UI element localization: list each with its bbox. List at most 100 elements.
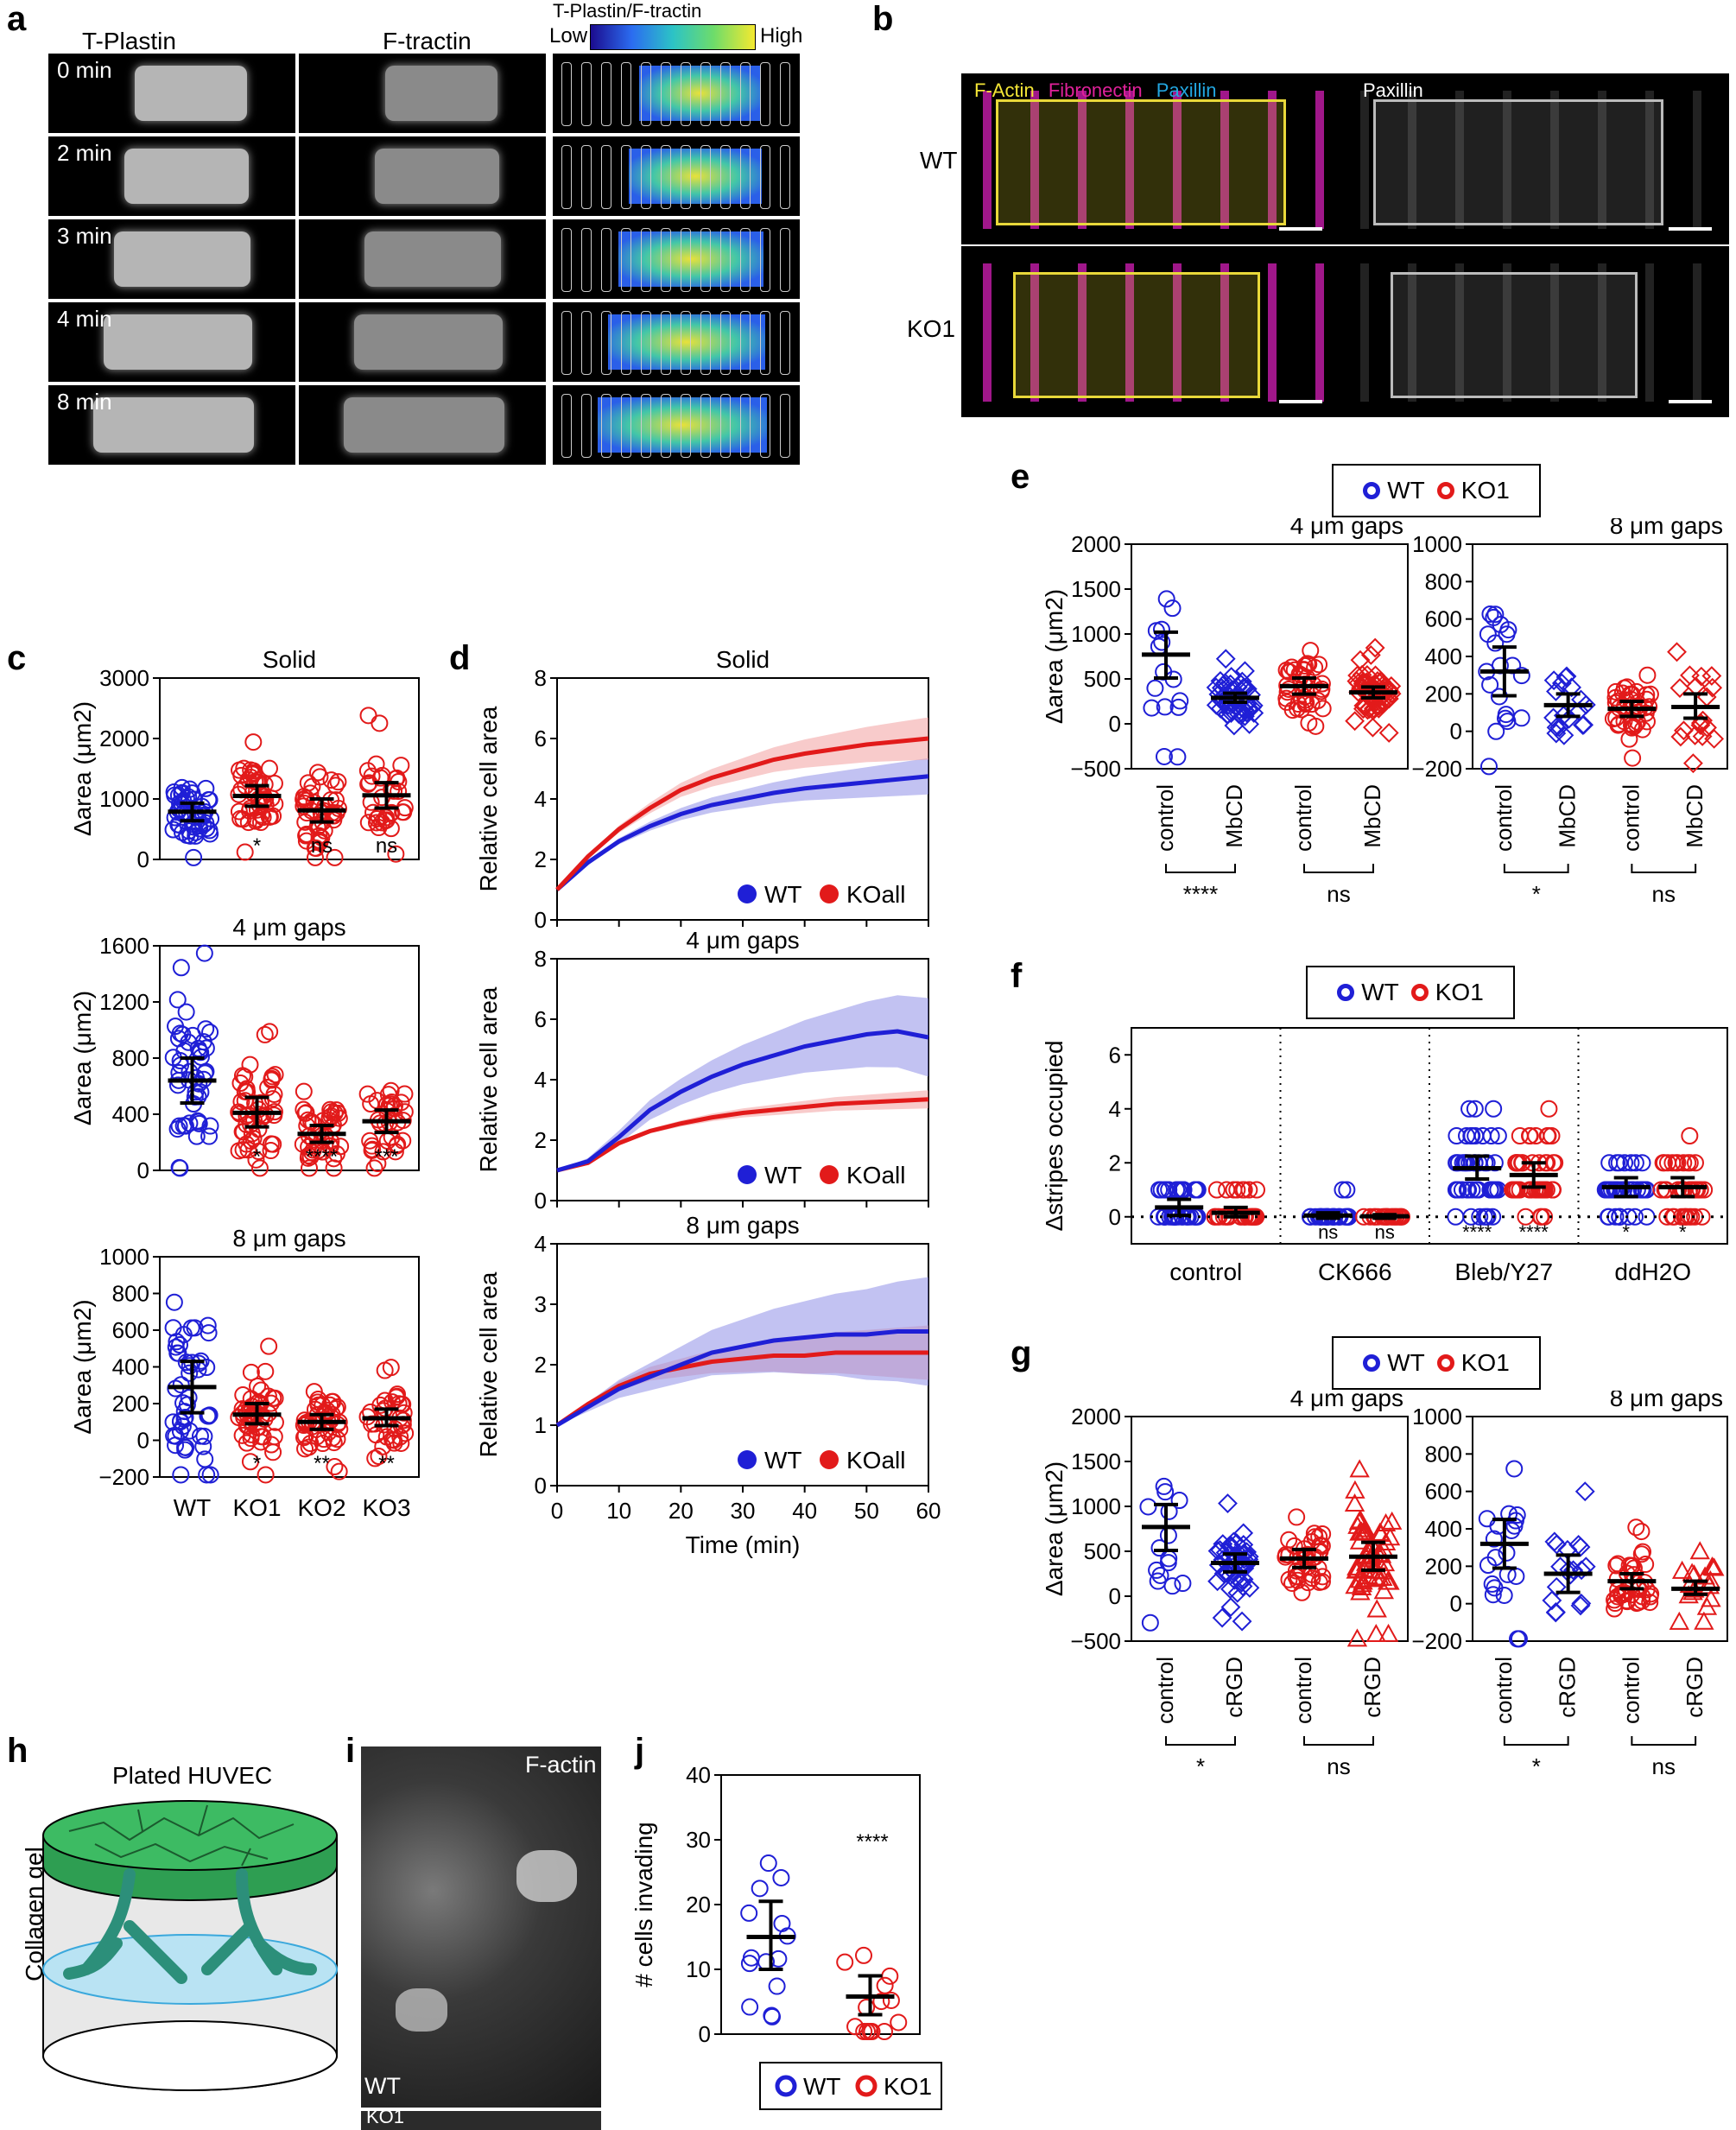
data-point (1218, 1493, 1238, 1513)
data-point (1283, 658, 1301, 676)
y-tick-label: 1000 (99, 786, 149, 812)
data-point (247, 1151, 265, 1169)
cell-shape (124, 149, 249, 204)
data-point (238, 1417, 256, 1435)
data-point (1334, 1181, 1352, 1199)
fibronectin-stripe (1645, 263, 1654, 402)
plot-title: 8 μm gaps (1610, 518, 1723, 539)
fibronectin-stripe (1503, 263, 1511, 402)
y-tick-label: 1600 (99, 933, 149, 959)
data-point (396, 1085, 414, 1103)
legend-f: WT KO1 (1306, 966, 1515, 1019)
fibronectin-stripe (1268, 91, 1277, 229)
fibronectin-stripe (1030, 91, 1039, 229)
data-point (1157, 590, 1175, 608)
data-point (1163, 1577, 1182, 1595)
data-point (1235, 1181, 1253, 1199)
data-point (320, 1423, 338, 1442)
legend-wt-marker (1363, 482, 1381, 499)
data-point (1379, 1527, 1401, 1546)
y-tick-label: 0 (535, 1188, 547, 1214)
data-point (176, 1441, 194, 1459)
data-point (1479, 625, 1497, 643)
data-point (1169, 698, 1188, 716)
data-point (1307, 717, 1325, 735)
data-point (1543, 670, 1564, 691)
data-point (242, 1430, 260, 1448)
data-point (174, 792, 193, 810)
data-point (200, 791, 218, 809)
stripe-outline (681, 394, 691, 458)
y-tick-label: 6 (535, 726, 547, 751)
y-tick-label: 0 (699, 2021, 711, 2047)
data-point (1449, 1181, 1467, 1199)
stripe-outline (780, 145, 790, 209)
data-point (872, 1993, 890, 2011)
stripe-outline (720, 311, 731, 375)
y-tick-label: 1500 (1071, 576, 1121, 602)
stripe-outline (780, 311, 790, 375)
data-point (166, 786, 184, 804)
data-point (197, 779, 215, 797)
group-label: CK666 (1318, 1258, 1392, 1285)
data-point (295, 788, 313, 806)
data-point (1171, 692, 1189, 710)
data-point (1625, 1559, 1643, 1577)
significance-label: * (253, 834, 261, 858)
stripe-outline (661, 311, 671, 375)
data-point (1670, 726, 1691, 747)
data-point (1159, 1554, 1177, 1572)
fibronectin-stripe (1598, 91, 1606, 229)
data-point (1692, 726, 1713, 746)
data-point (1669, 1154, 1687, 1172)
data-point (1365, 1623, 1386, 1643)
data-point (295, 1100, 313, 1119)
data-point (863, 2023, 881, 2040)
data-point (1363, 700, 1384, 720)
micrograph-a (299, 219, 546, 299)
data-point (1638, 1181, 1656, 1199)
stripe-outline (661, 145, 671, 209)
legend-wt-label: WT (1387, 1349, 1425, 1376)
data-point (177, 1003, 195, 1021)
row-label-wt: WT (920, 147, 958, 174)
stripe-outline (720, 145, 731, 209)
data-point (1460, 1181, 1478, 1199)
y-tick-label: 2000 (99, 726, 149, 751)
data-point (1671, 1560, 1693, 1579)
data-point (265, 774, 283, 792)
stripe-outline (661, 228, 671, 292)
y-tick-label: 800 (1425, 1441, 1462, 1467)
cell-shape (344, 397, 504, 453)
time-label: 8 min (57, 389, 112, 415)
data-point (1702, 677, 1723, 698)
data-point (181, 1357, 199, 1375)
data-point (310, 827, 328, 845)
data-point (165, 1293, 183, 1311)
stripe-outline (601, 145, 611, 209)
y-axis-label: Δarea (μm2) (69, 991, 96, 1125)
data-point (1570, 1595, 1591, 1616)
invasion-image-wt (361, 1746, 601, 2108)
y-tick-label: 0 (1450, 1591, 1462, 1617)
y-tick-label: 4 (535, 786, 547, 812)
data-point (260, 1337, 278, 1355)
data-point (1624, 749, 1642, 767)
legend-ko-label: KOall (846, 881, 905, 908)
y-tick-label: 2 (1109, 1150, 1121, 1176)
micrograph-a (553, 219, 800, 299)
data-point (242, 1363, 260, 1381)
stripe-outline (581, 62, 592, 126)
data-point (198, 1359, 216, 1377)
bracket-label: ns (1327, 881, 1350, 907)
series-line (555, 1350, 928, 1428)
data-point (1542, 1590, 1562, 1611)
fibronectin-stripe (1550, 263, 1559, 402)
x-category-label: KO3 (362, 1494, 410, 1521)
data-point (250, 1159, 269, 1177)
data-point (1240, 1181, 1258, 1199)
data-point (1378, 1623, 1399, 1642)
plot-frame (159, 677, 420, 860)
